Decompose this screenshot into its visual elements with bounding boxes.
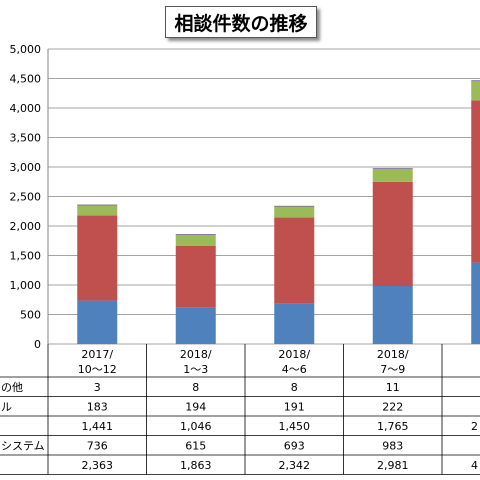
table-cell: 3	[94, 381, 101, 394]
y-tick-label: 0	[34, 338, 41, 351]
y-tick-label: 500	[20, 309, 41, 322]
table-cell: 8	[291, 381, 298, 394]
table-row-label: ル	[1, 400, 12, 413]
table-row-label: の他	[1, 381, 23, 394]
table-cell: 191	[284, 400, 305, 413]
table-cell: 1,863	[180, 459, 212, 472]
y-tick-label: 4,500	[10, 73, 42, 86]
bar-segment-1	[175, 307, 216, 344]
chart-title: 相談件数の推移	[165, 6, 317, 38]
bar-segment-3	[274, 206, 315, 218]
bar-segment-2	[77, 215, 118, 301]
table-cell: 693	[284, 439, 305, 452]
table-cell: 615	[185, 439, 206, 452]
bar-segment-4	[372, 168, 413, 169]
bar-segment-4	[274, 205, 315, 207]
bar-segment-4	[471, 80, 480, 82]
bar-segment-3	[77, 204, 118, 216]
table-cell: 2,342	[279, 459, 311, 472]
table-cell: 983	[382, 439, 403, 452]
table-cell: 2	[471, 420, 478, 433]
bar-segment-3	[372, 168, 413, 182]
y-tick-label: 5,000	[10, 43, 42, 56]
y-tick-label: 1,500	[10, 250, 42, 263]
x-category-label: 2018/	[278, 348, 310, 361]
table-cell: 2,981	[377, 459, 409, 472]
x-category-label: 1～3	[183, 363, 208, 376]
y-tick-label: 2,500	[10, 191, 42, 204]
bar-segment-1	[77, 300, 118, 344]
bar-segment-4	[77, 204, 118, 206]
bar-segment-1	[372, 286, 413, 344]
bar-segment-2	[372, 181, 413, 287]
y-tick-label: 3,000	[10, 161, 42, 174]
table-cell: 11	[386, 381, 400, 394]
table-cell: 194	[185, 400, 206, 413]
table-cell: 1,046	[180, 420, 212, 433]
y-tick-label: 3,500	[10, 132, 42, 145]
table-row-label: システム	[1, 439, 45, 452]
bar-segment-3	[471, 80, 480, 101]
x-category-label: 2018/	[377, 348, 409, 361]
table-cell: 1,765	[377, 420, 409, 433]
bar-segment-2	[274, 217, 315, 304]
table-cell: 8	[192, 381, 199, 394]
y-tick-label: 1,000	[10, 279, 42, 292]
bar-segment-1	[471, 262, 480, 344]
y-tick-label: 2,000	[10, 220, 42, 233]
table-cell: 183	[87, 400, 108, 413]
bar-segment-1	[274, 303, 315, 344]
x-category-label: 2017/	[81, 348, 113, 361]
x-category-label: 4～6	[282, 363, 307, 376]
table-cell: 4	[471, 459, 478, 472]
table-cell: 736	[87, 439, 108, 452]
table-cell: 1,441	[82, 420, 114, 433]
x-category-label: 7～9	[380, 363, 405, 376]
table-cell: 2,363	[82, 459, 114, 472]
table-cell: 1,450	[279, 420, 311, 433]
table-cell: 222	[382, 400, 403, 413]
x-category-label: 10～12	[78, 363, 117, 376]
bar-segment-3	[175, 234, 216, 247]
bar-segment-2	[471, 100, 480, 263]
y-tick-label: 4,000	[10, 102, 42, 115]
x-category-label: 2018/	[180, 348, 212, 361]
bar-segment-2	[175, 246, 216, 308]
bar-segment-4	[175, 234, 216, 235]
